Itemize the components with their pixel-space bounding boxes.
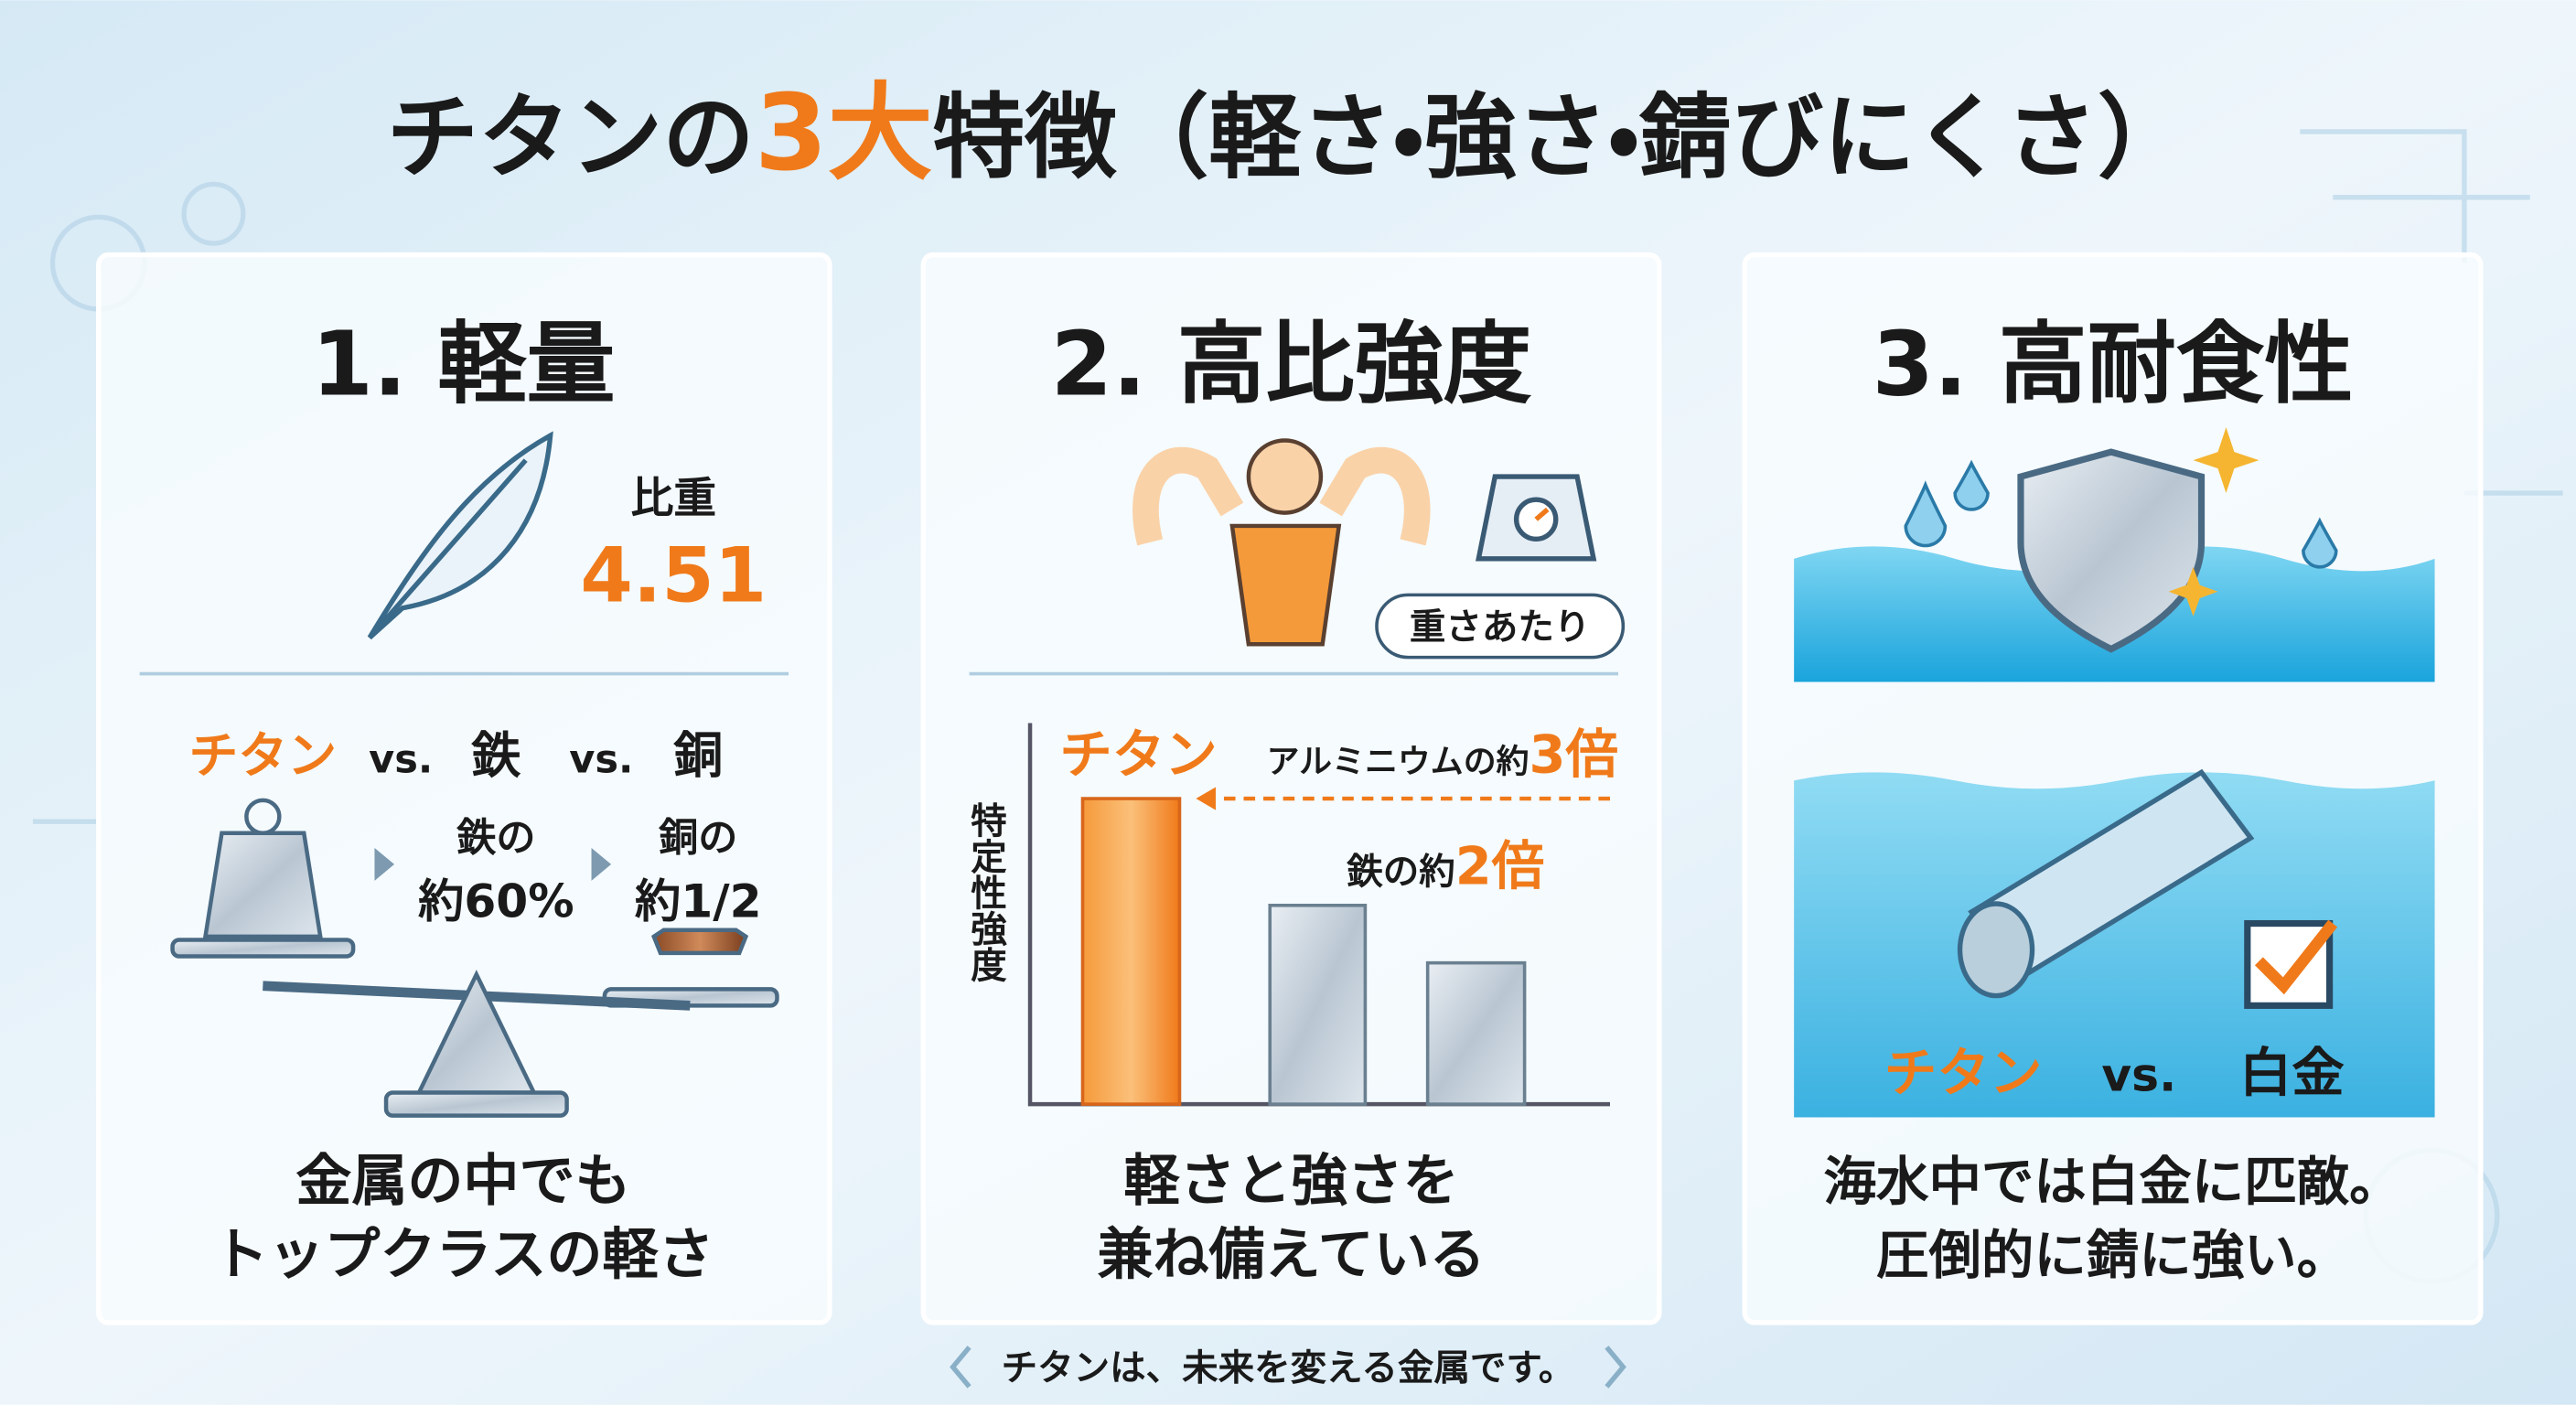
scale-icon (1476, 474, 1597, 562)
decor-circuits-part (32, 129, 2563, 1019)
bar-illustration-part (1425, 960, 1527, 1106)
footer-chevrons (950, 1346, 1626, 1389)
strong-figure-part (1246, 438, 1324, 515)
bar-illustration-part (1080, 797, 1182, 1106)
note-ratio: 3倍 (1530, 724, 1618, 785)
note-text: アルミニウムの約 (1267, 743, 1530, 780)
bar-label: チタン (1059, 724, 1217, 785)
strong-figure (1132, 438, 1431, 647)
note-text: 鉄の約 (1346, 851, 1455, 893)
title: チタンの3大特徴（軽さ・強さ・錆びにくさ） (387, 72, 2190, 195)
panel-heading: 1. 軽量 (311, 312, 615, 415)
compare-item: チタン (189, 726, 338, 784)
balance-illustration (170, 798, 779, 1118)
balance-illustration-part (383, 1090, 569, 1118)
balance-illustration-part (170, 938, 356, 959)
title-highlight: 3大 (755, 72, 933, 195)
sea-shield-illustration-part (1904, 459, 2338, 569)
compare-item: 白金 (2239, 1043, 2345, 1104)
sea-shield-illustration-part (1957, 901, 2035, 999)
copper-note: 約1/2 (635, 874, 762, 928)
gravity-value: 4.51 (580, 532, 767, 620)
sea-shield-illustration-part (2017, 448, 2206, 653)
compare-row: チタン vs. 鉄 vs. 銅 (189, 726, 724, 784)
decor-circuits (32, 129, 2563, 1284)
strong-figure-part (1132, 446, 1431, 546)
caption: 圧倒的に錆に強い。 (1876, 1225, 2349, 1286)
decor-circuits-part (181, 181, 246, 246)
iron-note: 約60% (418, 874, 574, 928)
bar-illustration-part (1027, 723, 1610, 1107)
compare-item: 鉄 (470, 726, 521, 784)
compare-vs: vs. (2101, 1048, 2176, 1102)
feather-icon (367, 431, 553, 640)
bubble-text: 重さあたり (1410, 606, 1591, 649)
caption: トップクラスの軽さ (212, 1222, 714, 1287)
copper-note: 銅の (658, 816, 737, 862)
strong-figure-part (1229, 523, 1342, 647)
compare-item: 銅 (672, 726, 723, 784)
aluminum-note: アルミニウムの約3倍 (1267, 724, 1618, 785)
compare-vs: vs. (569, 736, 633, 782)
footer: チタンは、未来を変える金属です。 (1002, 1347, 1575, 1389)
axis-label: 特定性強度 (965, 801, 1007, 982)
panel-heading: 3. 高耐食性 (1873, 312, 2354, 415)
bar-illustration-part (1268, 903, 1368, 1106)
iron-note: 鉄の (456, 816, 535, 862)
title-text: チタンの (387, 84, 755, 191)
sea-shield-illustration-part (2254, 919, 2338, 995)
caption: 軽さと強さを (1123, 1148, 1458, 1213)
caption: 金属の中でも (295, 1148, 630, 1213)
panels-part (96, 252, 832, 1325)
gravity-label: 比重 (631, 475, 716, 524)
bar-illustration (1027, 723, 1610, 1107)
speech-bubble (1375, 593, 1626, 660)
feather-icon-part (368, 458, 528, 639)
iron-note: 鉄の約2倍 (1346, 835, 1544, 896)
compare-vs: vs. (369, 736, 433, 782)
compare-item: チタン (1884, 1043, 2042, 1104)
scale-icon-part (1534, 507, 1550, 521)
title-text: 特徴（軽さ・強さ・錆びにくさ） (933, 84, 2190, 191)
balance-illustration-part (651, 928, 749, 956)
caption: 海水中では白金に匹敵。 (1824, 1151, 2402, 1212)
sea-shield-illustration (1794, 427, 2435, 1118)
note-ratio: 2倍 (1455, 835, 1544, 896)
caption: 兼ね備えている (1097, 1222, 1485, 1287)
balance-illustration-part (202, 831, 323, 939)
panel-heading: 2. 高比強度 (1051, 312, 1532, 415)
sea-shield-illustration-part (1794, 772, 2435, 1118)
bar-illustration-part (1196, 787, 1216, 810)
sea-shield-illustration-part (2168, 427, 2259, 617)
